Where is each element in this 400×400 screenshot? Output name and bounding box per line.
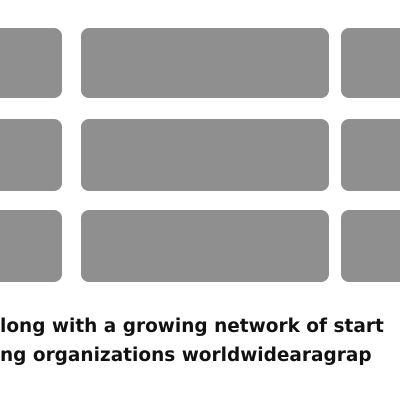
tile-row2-col1 [0, 119, 62, 191]
caption-line-2: ng organizations worldwidearagrap [0, 345, 372, 366]
tile-row2-col2 [81, 119, 329, 191]
tile-row1-col1 [0, 28, 62, 98]
tile-row1-col2 [81, 28, 329, 98]
caption-line-1: long with a growing network of start [0, 316, 384, 337]
tile-row3-col1 [0, 210, 62, 282]
tile-row3-col3 [341, 210, 400, 282]
tile-row2-col3 [341, 119, 400, 191]
tile-row3-col2 [81, 210, 329, 282]
tile-row1-col3 [341, 28, 400, 98]
